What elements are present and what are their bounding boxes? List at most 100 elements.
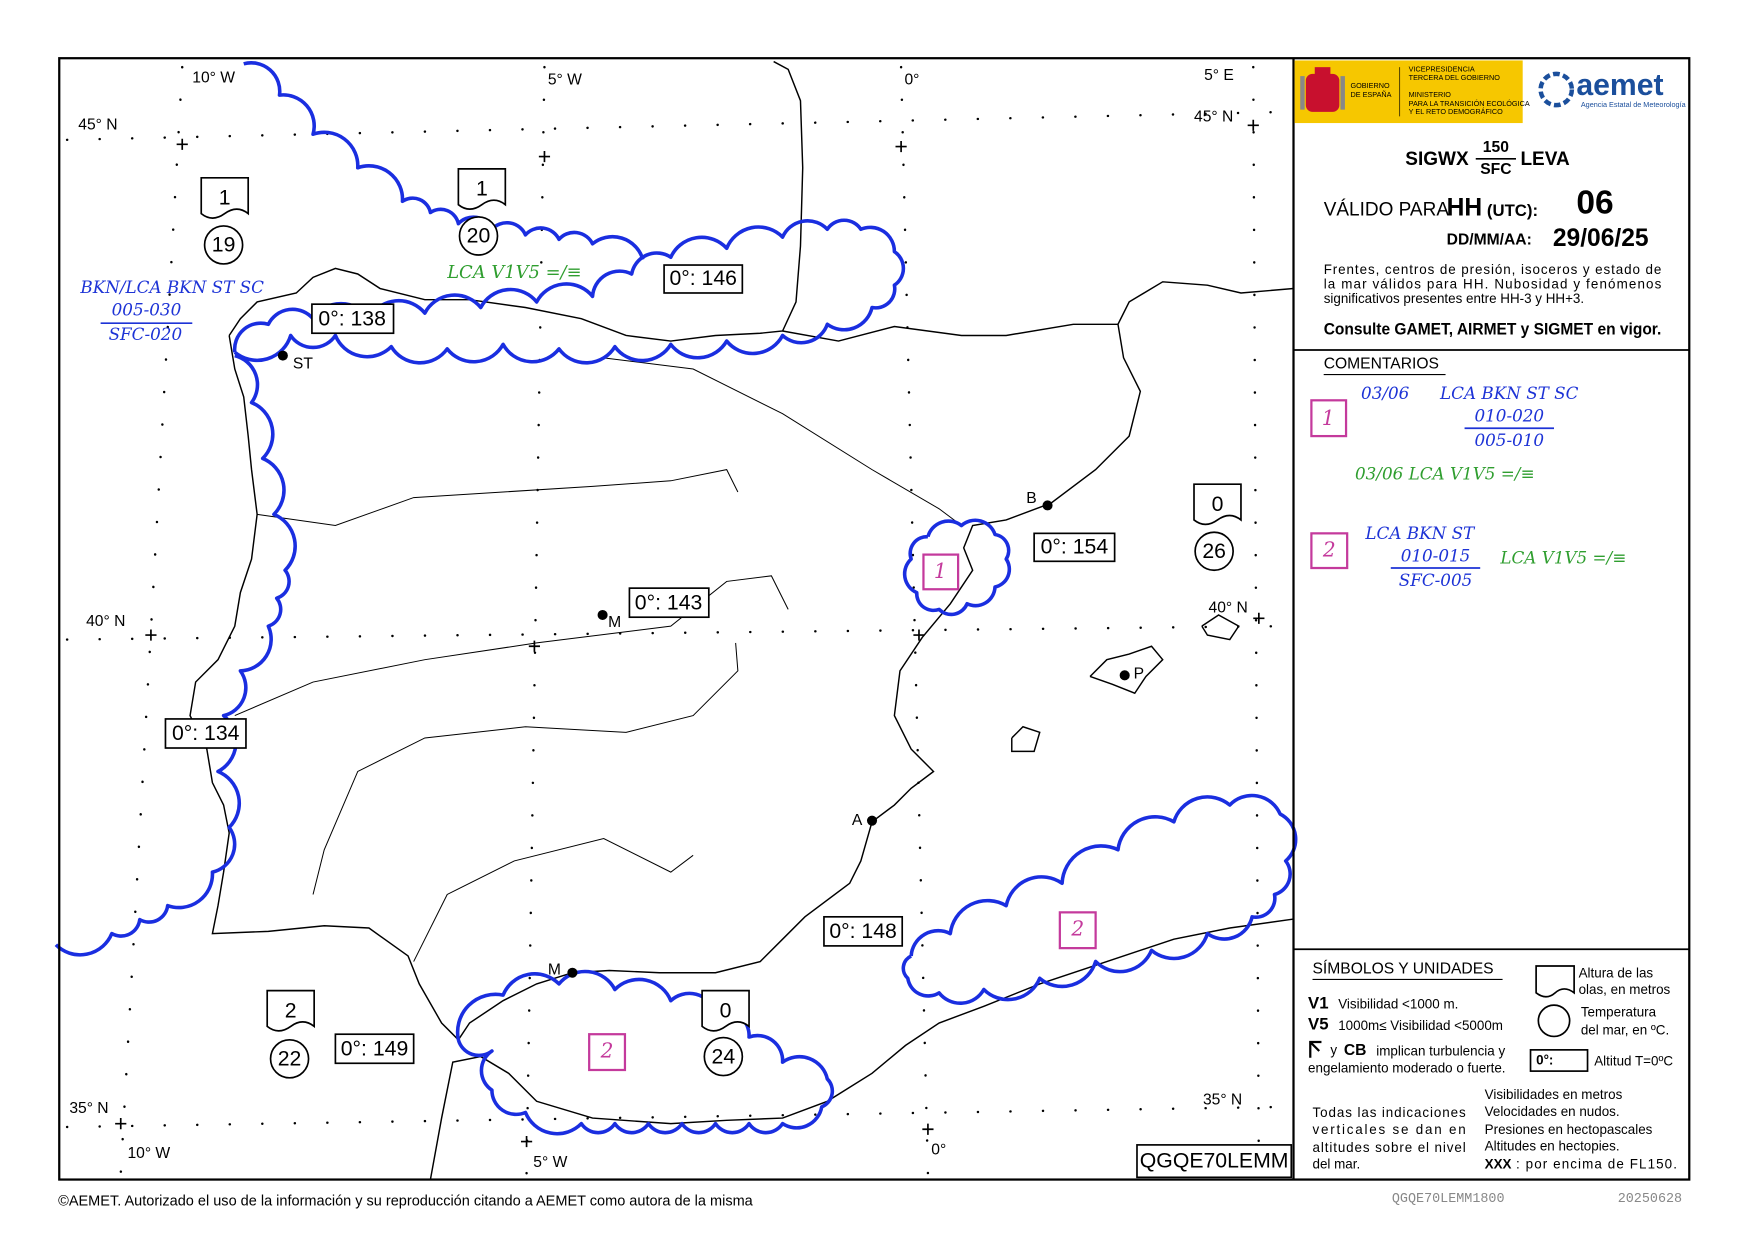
graticule xyxy=(119,65,184,1176)
graticule-cross xyxy=(895,140,907,153)
area-box xyxy=(1310,532,1349,570)
coastline xyxy=(1089,645,1164,695)
comment-base: 005-010 xyxy=(1474,430,1544,450)
sea-temp: 26 xyxy=(1202,539,1226,563)
river xyxy=(312,642,739,895)
legend-text: del mar, en ºC. xyxy=(1581,1022,1669,1037)
freezing-box xyxy=(663,264,744,294)
legend: SÍMBOLOS Y UNIDADES Altura de las olas, … xyxy=(1308,959,1677,1172)
comment-top: 010-015 xyxy=(1401,545,1471,565)
legend-text: olas, en metros xyxy=(1579,982,1671,997)
river xyxy=(234,575,789,717)
lon-label: 10° W xyxy=(192,69,235,86)
city-dot xyxy=(597,609,608,620)
area-box xyxy=(1058,911,1097,950)
coastline xyxy=(782,323,1118,342)
wave-flag xyxy=(200,176,250,219)
freezing-box xyxy=(628,587,710,619)
cloud-boundary xyxy=(243,61,645,261)
wave-icon xyxy=(1535,965,1575,998)
comment-1: 1 03/06 LCA BKN ST SC 010-020 005-010 03… xyxy=(1310,383,1579,484)
comments-title: COMENTARIOS xyxy=(1324,356,1439,373)
legend-text: Altura de las xyxy=(1579,965,1654,980)
comment-2: 2 LCA BKN ST 010-015 SFC-005 LCA V1V5 =/… xyxy=(1310,523,1626,590)
freezing-box xyxy=(1033,532,1116,563)
product: SIGWX xyxy=(1405,149,1469,170)
freezing-level: 0°: 148 xyxy=(829,919,897,943)
ministry-line: PARA LA TRANSICIÓN ECOLÓGICA xyxy=(1409,99,1530,108)
sea-temp: 20 xyxy=(467,224,491,248)
freezing-level: 0°: 134 xyxy=(172,721,240,745)
legend-code: V5 xyxy=(1308,1015,1329,1034)
aemet-brand: aemet xyxy=(1576,69,1663,102)
cloud-top: 005-030 xyxy=(112,299,182,319)
wave-flag xyxy=(701,989,750,1032)
legend-text: Altitud T=0ºC xyxy=(1594,1054,1673,1069)
legend-text: engelamiento moderado o fuerte. xyxy=(1308,1060,1505,1075)
lon-label: 5° E xyxy=(1204,67,1234,84)
coastline xyxy=(1011,725,1041,753)
legend-code: 0°: xyxy=(1536,1053,1553,1068)
comments: COMENTARIOS 1 03/06 LCA BKN ST SC 010-02… xyxy=(1310,356,1626,590)
cloud-boundary xyxy=(54,353,297,957)
river xyxy=(413,838,694,962)
area-label: 1 xyxy=(934,559,947,583)
temp-circle xyxy=(203,225,244,265)
note-line: Visibilidades en metros xyxy=(1485,1087,1623,1102)
frame xyxy=(58,57,1691,1181)
city-label: M xyxy=(548,962,561,979)
note-line: Velocidades en nudos. xyxy=(1485,1104,1620,1119)
area-labels: 1 2 2 xyxy=(588,553,1097,1072)
description-line: la mar válidos para HH. Nubosidad y fenó… xyxy=(1324,277,1662,292)
river xyxy=(603,357,962,526)
lon-label: 5° W xyxy=(548,72,582,89)
graticule-cross xyxy=(913,629,925,641)
top-level: 150 xyxy=(1483,139,1509,156)
cloud-base: SFC-020 xyxy=(109,324,183,344)
vice-line: VICEPRESIDENCIA xyxy=(1409,64,1475,73)
graticule-cross xyxy=(538,151,551,163)
graticule-cross xyxy=(520,1135,533,1148)
city-label: ST xyxy=(293,356,313,373)
legend-text: y xyxy=(1330,1043,1337,1058)
valid-date: 29/06/25 xyxy=(1553,225,1649,252)
map-annotation: BKN/LCA BKN ST SC 005-030 SFC-020 LCA V1… xyxy=(79,262,581,344)
cloud-area xyxy=(901,793,1298,1006)
freezing-levels: 0°: 138 0°: 146 0°: 143 0°: 154 0°: 134 … xyxy=(164,264,1116,1065)
temp-circle xyxy=(1194,531,1234,572)
lat-label: 35° N xyxy=(1203,1091,1242,1108)
legend-text: Visibilidad <1000 m. xyxy=(1338,997,1458,1012)
note-line: Todas las indicaciones xyxy=(1313,1105,1466,1120)
area-box xyxy=(922,553,960,591)
comment-id: 2 xyxy=(1322,538,1336,562)
area-box xyxy=(588,1033,627,1072)
city-dot xyxy=(1119,670,1130,681)
cloud-area xyxy=(232,218,906,365)
freezing-box xyxy=(823,915,904,947)
lat-label: 40° N xyxy=(1209,599,1248,616)
lat-label: 45° N xyxy=(78,116,117,133)
graticule-cross xyxy=(1253,612,1265,624)
graticule-cross xyxy=(115,1118,127,1130)
legend-code: CB xyxy=(1344,1042,1367,1059)
note-line: verticales se dan en xyxy=(1313,1122,1466,1137)
aemet-agency: Agencia Estatal de Meteorología xyxy=(1581,100,1687,109)
legend-text: 1000m≤ Visibilidad <5000m xyxy=(1338,1018,1503,1033)
legend-text: Temperatura xyxy=(1581,1005,1657,1020)
temp-circle xyxy=(269,1038,310,1079)
lon-label: 10° W xyxy=(127,1145,170,1162)
lat-label: 45° N xyxy=(1194,109,1233,126)
cloud-area xyxy=(902,518,1012,617)
turbulence-icon xyxy=(1309,1040,1322,1058)
sea-temp: 19 xyxy=(212,233,236,257)
comment-weather: LCA V1V5 =/≡ xyxy=(1499,548,1626,568)
ministry-line: MINISTERIO xyxy=(1409,90,1452,99)
note-line: del mar. xyxy=(1313,1157,1361,1172)
freezing-level: 0°: 154 xyxy=(1041,534,1109,558)
graticule xyxy=(1252,65,1261,1176)
wave-height: 2 xyxy=(285,998,297,1022)
